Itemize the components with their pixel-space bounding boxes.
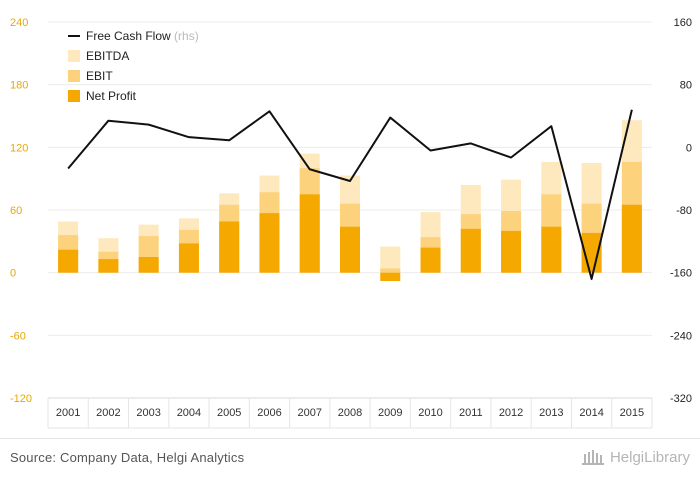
x-tick-label: 2004 (177, 407, 201, 419)
legend-swatch (68, 50, 80, 62)
bars (58, 120, 642, 282)
y-right-tick-label: 160 (674, 17, 692, 29)
fcf-line-group (67, 109, 633, 280)
y-right-tick-label: -240 (670, 330, 692, 342)
bar-net-profit (420, 247, 441, 273)
x-tick-label: 2009 (378, 407, 402, 419)
bar-net-profit (178, 243, 199, 273)
bar-net-profit (58, 249, 79, 273)
legend-label-fcf: Free Cash Flow (rhs) (86, 29, 199, 43)
bar-net-profit (541, 226, 562, 273)
x-tick-label: 2008 (338, 407, 362, 419)
x-tick-label: 2006 (257, 407, 281, 419)
footer-divider (0, 438, 700, 439)
bar-net-profit (501, 230, 522, 273)
fcf-line (67, 109, 633, 280)
bar-net-profit (219, 221, 240, 273)
bar-net-profit (138, 257, 159, 273)
bar-ebitda (380, 246, 401, 273)
y-left-tick-label: -60 (10, 330, 26, 342)
y-left-tick-label: 120 (10, 142, 28, 154)
bar-net-profit (299, 194, 320, 273)
brand-name: HelgiLibrary (609, 448, 690, 466)
y-right-tick-label: -160 (670, 268, 692, 280)
y-left-tick-label: -120 (10, 393, 32, 405)
bar-net-profit (460, 228, 481, 273)
x-tick-label: 2010 (418, 407, 442, 419)
x-tick-label: 2007 (297, 407, 321, 419)
legend-label: Net Profit (86, 89, 137, 103)
y-right-tick-label: 0 (686, 142, 692, 154)
y-left-tick-label: 60 (10, 205, 22, 217)
bar-net-profit (98, 259, 119, 273)
legend-label: EBIT (86, 69, 113, 83)
source-note: Source: Company Data, Helgi Analytics (10, 450, 245, 465)
y-left-tick-label: 0 (10, 268, 16, 280)
y-right-tick-label: 80 (680, 80, 692, 92)
x-tick-label: 2013 (539, 407, 563, 419)
x-tick-label: 2015 (620, 407, 644, 419)
chart-svg: 240 180 120 60 0 -60 -120 160 80 0 -80 -160 -240 -320… (10, 17, 692, 429)
x-tick-label: 2014 (579, 407, 603, 419)
y-left-tick-label: 180 (10, 80, 28, 92)
x-tick-label: 2001 (56, 407, 80, 419)
x-tick-label: 2012 (499, 407, 523, 419)
x-tick-label: 2011 (459, 407, 483, 419)
bar-net-profit (340, 226, 360, 273)
bar-net-profit (259, 213, 280, 273)
y-right-tick-label: -320 (670, 393, 692, 405)
brand-logo[interactable]: HelgiLibrary (581, 448, 690, 466)
x-tick-label: 2002 (96, 407, 120, 419)
bar-ebit (380, 268, 401, 273)
y-right-tick-label: -80 (676, 205, 692, 217)
axes: 240 180 120 60 0 -60 -120 160 80 0 -80 -160 -240 -320… (10, 17, 692, 429)
x-tick-label: 2003 (136, 407, 160, 419)
legend-swatch (68, 90, 80, 102)
x-tick-label: 2005 (217, 407, 241, 419)
bar-net-profit (621, 204, 642, 273)
legend-label: EBITDA (86, 49, 129, 63)
legend: Free Cash Flow (rhs) EBITDA EBIT Net Profit (68, 29, 199, 103)
bar-net-profit (380, 272, 401, 282)
y-left-tick-label: 240 (10, 17, 28, 29)
library-icon (581, 450, 604, 465)
legend-swatch (68, 70, 80, 82)
